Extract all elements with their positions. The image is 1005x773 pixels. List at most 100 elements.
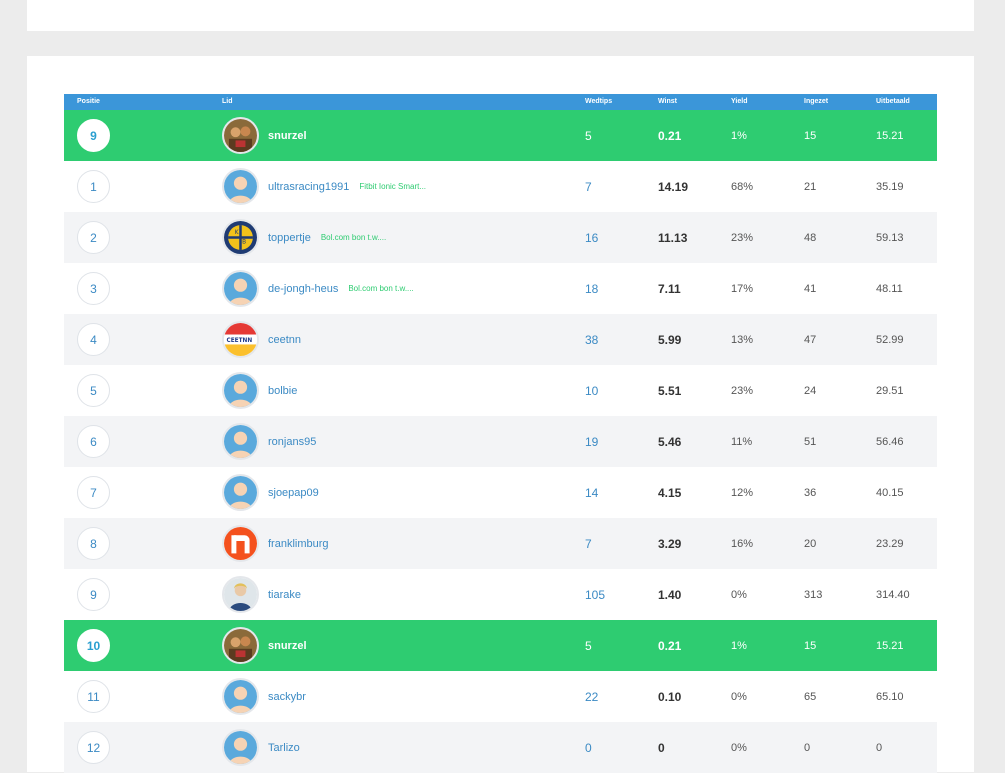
member-link[interactable]: Tarlizo [268,741,300,754]
member-link[interactable]: ronjans95 [268,435,317,448]
member-cell[interactable]: ronjans95 [222,416,316,467]
member-cell[interactable]: CEETNN ceetnn [222,314,301,365]
person-photo-avatar-icon[interactable] [222,576,259,613]
prize-label: Bol.com bon t.w.... [320,233,387,242]
orange-logo-avatar-icon[interactable] [222,525,259,562]
position-cell: 3 [77,263,110,314]
wedtips-value[interactable]: 16 [585,230,599,245]
member-link[interactable]: toppertje [268,231,311,244]
winst-value: 3.29 [658,536,682,551]
table-row[interactable]: 5 bolbie 10 5.51 23% 24 29.51 [64,365,937,416]
table-row[interactable]: 8 franklimburg 7 3.29 16% 20 23.29 [64,518,937,569]
member-cell[interactable]: snurzel [222,620,307,671]
member-link[interactable]: ultrasracing1991 [268,180,350,193]
uitbetaald-value: 48.11 [876,282,903,295]
svg-text:B: B [242,239,246,245]
member-cell[interactable]: franklimburg [222,518,329,569]
default-avatar-icon[interactable] [222,423,259,460]
member-cell[interactable]: Tarlizo [222,722,300,773]
winst-value: 5.51 [658,383,682,398]
flag-avatar-icon[interactable]: CEETNN [222,321,259,358]
member-link[interactable]: sackybr [268,690,306,703]
wedtips-value[interactable]: 7 [585,536,592,551]
table-row[interactable]: 4 CEETNN ceetnn 38 5.99 13% 47 52.99 [64,314,937,365]
default-avatar-icon[interactable] [222,678,259,715]
yield-value: 11% [731,435,753,448]
ingezet-value: 24 [804,384,817,397]
member-cell[interactable]: tiarake [222,569,301,620]
wedtips-value[interactable]: 10 [585,383,599,398]
wedtips-value[interactable]: 38 [585,332,599,347]
uitbetaald-value: 15.21 [876,129,904,142]
member-cell[interactable]: sjoepap09 [222,467,319,518]
ranking-card: Positie Lid Wedtips Winst Yield Ingezet … [27,56,974,773]
wedtips-value[interactable]: 105 [585,587,606,602]
svg-text:K: K [235,230,239,236]
yield-value: 0% [731,588,747,601]
photo-avatar-icon[interactable] [222,117,259,154]
table-row-current-user[interactable]: 10 snurzel 5 0.21 1% 15 15.21 [64,620,937,671]
default-avatar-icon[interactable] [222,474,259,511]
winst-value: 0 [658,740,665,755]
table-row[interactable]: 11 sackybr 22 0.10 0% 65 65.10 [64,671,937,722]
uitbetaald-value: 35.19 [876,180,904,193]
wedtips-value[interactable]: 5 [585,128,592,143]
prize-label: Bol.com bon t.w.... [348,284,414,293]
table-row[interactable]: 9 tiarake 105 1.40 0% 313 314.40 [64,569,937,620]
default-avatar-icon[interactable] [222,270,259,307]
table-row[interactable]: 3 de-jongh-heus Bol.com bon t.w.... 18 7.11 1… [64,263,937,314]
member-cell[interactable]: sackybr [222,671,306,722]
member-link[interactable]: de-jongh-heus [268,282,339,295]
member-link[interactable]: franklimburg [268,537,329,550]
member-link[interactable]: tiarake [268,588,302,601]
member-cell[interactable]: de-jongh-heus Bol.com bon t.w.... [222,263,414,314]
wedtips-value[interactable]: 19 [585,434,599,449]
uitbetaald-value: 65.10 [876,690,904,703]
member-cell[interactable]: snurzel [222,110,307,161]
wedtips-value[interactable]: 5 [585,638,592,653]
position-cell: 8 [77,518,110,569]
member-link[interactable]: bolbie [268,384,298,397]
member-cell[interactable]: ultrasracing1991 Fitbit Ionic Smart... [222,161,426,212]
header-positie: Positie [77,98,100,105]
table-row[interactable]: 6 ronjans95 19 5.46 11% 51 56.46 [64,416,937,467]
table-row[interactable]: 12 Tarlizo 0 0 0% 0 0 [64,722,937,773]
winst-value: 14.19 [658,179,689,194]
wedtips-value[interactable]: 18 [585,281,599,296]
winst-value: 5.99 [658,332,682,347]
table-header: Positie Lid Wedtips Winst Yield Ingezet … [64,94,937,110]
default-avatar-icon[interactable] [222,168,259,205]
wedtips-value[interactable]: 7 [585,179,592,194]
ingezet-value: 36 [804,486,817,499]
winst-value: 0.21 [658,128,682,143]
position-badge: 1 [77,170,110,203]
wedtips-value[interactable]: 14 [585,485,599,500]
wedtips-value[interactable]: 0 [585,740,592,755]
winst-value: 0.21 [658,638,682,653]
yield-value: 68% [731,180,754,193]
position-cell: 2 [77,212,110,263]
position-badge: 3 [77,272,110,305]
table-row[interactable]: 1 ultrasracing1991 Fitbit Ionic Smart... 7 1… [64,161,937,212]
position-cell: 1 [77,161,110,212]
table-row-current-user[interactable]: 9 snurzel 5 0.21 1% 15 15.21 [64,110,937,161]
default-avatar-icon[interactable] [222,729,259,766]
header-wedtips: Wedtips [585,98,613,105]
svg-text:CEETNN: CEETNN [226,338,252,344]
member-link[interactable]: sjoepap09 [268,486,319,499]
wedtips-value[interactable]: 22 [585,689,599,704]
position-cell: 5 [77,365,110,416]
member-link[interactable]: ceetnn [268,333,302,346]
photo-avatar-icon[interactable] [222,627,259,664]
default-avatar-icon[interactable] [222,372,259,409]
member-link[interactable]: snurzel [268,129,307,142]
yield-value: 23% [731,231,754,244]
table-row[interactable]: 7 sjoepap09 14 4.15 12% 36 40.15 [64,467,937,518]
position-badge: 4 [77,323,110,356]
member-cell[interactable]: bolbie [222,365,297,416]
member-link[interactable]: snurzel [268,639,307,652]
ranking-table: Positie Lid Wedtips Winst Yield Ingezet … [64,94,937,773]
